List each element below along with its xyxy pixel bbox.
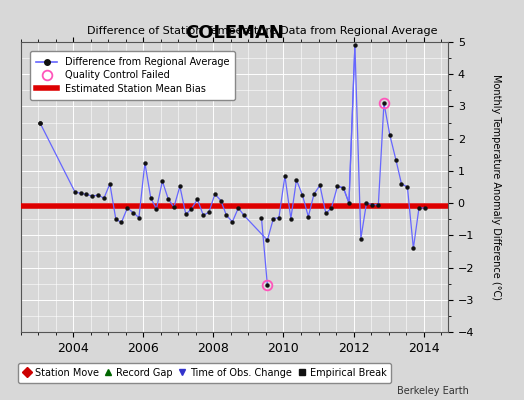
Difference from Regional Average	[141, 160, 148, 165]
Difference from Regional Average	[200, 213, 206, 218]
Difference from Regional Average	[78, 191, 84, 196]
Difference from Regional Average	[130, 210, 136, 215]
Text: Difference of Station Temperature Data from Regional Average: Difference of Station Temperature Data f…	[87, 26, 437, 36]
Difference from Regional Average	[154, 206, 160, 211]
Difference from Regional Average	[89, 194, 95, 198]
Difference from Regional Average	[165, 197, 171, 202]
Text: Berkeley Earth: Berkeley Earth	[397, 386, 469, 396]
Difference from Regional Average	[212, 192, 218, 196]
Difference from Regional Average	[235, 206, 242, 210]
Difference from Regional Average	[136, 215, 142, 220]
Difference from Regional Average	[95, 193, 102, 198]
Difference from Regional Average	[206, 210, 212, 214]
Difference from Regional Average	[177, 184, 183, 189]
Difference from Regional Average	[188, 206, 194, 211]
Difference from Regional Average	[124, 206, 130, 210]
Difference from Regional Average	[107, 181, 113, 186]
Difference from Regional Average	[159, 179, 166, 184]
Difference from Regional Average	[37, 120, 43, 125]
Y-axis label: Monthly Temperature Anomaly Difference (°C): Monthly Temperature Anomaly Difference (…	[491, 74, 501, 300]
Difference from Regional Average	[72, 190, 78, 194]
Difference from Regional Average	[229, 219, 235, 224]
Difference from Regional Average	[118, 220, 125, 225]
Title: COLEMAN: COLEMAN	[185, 24, 284, 42]
Line: Difference from Regional Average: Difference from Regional Average	[38, 121, 246, 224]
Difference from Regional Average	[183, 212, 189, 217]
Difference from Regional Average	[194, 197, 201, 202]
Difference from Regional Average	[241, 213, 247, 218]
Difference from Regional Average	[223, 213, 230, 218]
Difference from Regional Average	[148, 196, 154, 201]
Difference from Regional Average	[113, 217, 119, 222]
Legend: Station Move, Record Gap, Time of Obs. Change, Empirical Break: Station Move, Record Gap, Time of Obs. C…	[18, 363, 391, 383]
Difference from Regional Average	[83, 192, 90, 197]
Difference from Regional Average	[101, 196, 107, 201]
Difference from Regional Average	[217, 198, 224, 203]
Difference from Regional Average	[171, 204, 177, 209]
